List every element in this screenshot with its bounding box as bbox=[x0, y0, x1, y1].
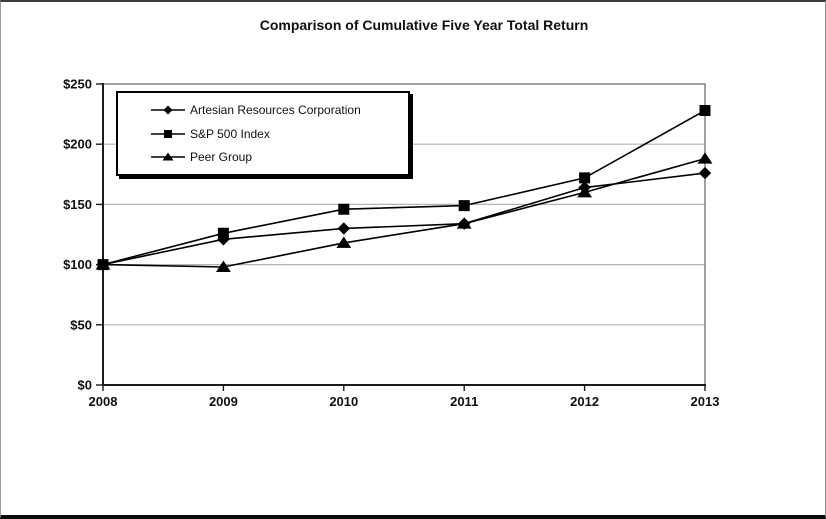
legend-item-artesian-resources-corporation: Artesian Resources Corporation bbox=[151, 103, 408, 117]
marker-square-s-p-500-index bbox=[338, 203, 350, 215]
y-axis-label: $200 bbox=[63, 137, 92, 152]
marker-square-s-p-500-index bbox=[699, 104, 711, 116]
chart-title: Comparison of Cumulative Five Year Total… bbox=[259, 17, 589, 33]
marker-diamond-artesian-resources-corporation bbox=[698, 166, 712, 180]
legend-label: Peer Group bbox=[190, 150, 253, 165]
marker-square-s-p-500-index bbox=[458, 200, 470, 212]
x-axis-label: 2013 bbox=[691, 394, 720, 409]
x-axis-label: 2010 bbox=[329, 394, 358, 409]
series-line-peer-group bbox=[102, 157, 706, 268]
x-axis-label: 2012 bbox=[570, 394, 599, 409]
marker-square-s-p-500-index bbox=[579, 172, 591, 184]
legend-item-s-p-500-index: S&P 500 Index bbox=[151, 127, 408, 141]
x-axis-label: 2011 bbox=[450, 394, 478, 409]
marker-triangle-peer-group bbox=[95, 258, 111, 270]
marker-triangle-peer-group bbox=[215, 260, 231, 273]
series-line-s-p-500-index bbox=[102, 109, 706, 266]
triangle-marker-icon bbox=[151, 152, 185, 161]
diamond-marker-icon bbox=[151, 105, 185, 115]
y-axis-label: $150 bbox=[63, 197, 92, 212]
legend-box: Artesian Resources Corporation S&P 500 In… bbox=[116, 91, 410, 176]
y-axis-label: $250 bbox=[63, 77, 92, 92]
series-line-artesian-resources-corporation bbox=[102, 172, 706, 266]
y-axis-label: $0 bbox=[78, 378, 92, 393]
legend-label: Artesian Resources Corporation bbox=[190, 102, 361, 117]
marker-triangle-peer-group bbox=[456, 217, 472, 229]
y-axis-label: $100 bbox=[63, 257, 92, 272]
marker-triangle-peer-group bbox=[577, 185, 593, 198]
square-marker-icon bbox=[151, 129, 185, 138]
y-axis-label: $50 bbox=[70, 317, 92, 332]
marker-square-s-p-500-index bbox=[217, 227, 229, 239]
marker-triangle-peer-group bbox=[697, 152, 713, 164]
x-axis-label: 2009 bbox=[209, 394, 238, 409]
marker-diamond-artesian-resources-corporation bbox=[337, 222, 351, 235]
legend-item-peer-group: Peer Group bbox=[151, 150, 408, 164]
marker-triangle-peer-group bbox=[336, 236, 352, 248]
legend-label: S&P 500 Index bbox=[190, 126, 270, 141]
x-axis-label: 2008 bbox=[89, 394, 118, 409]
